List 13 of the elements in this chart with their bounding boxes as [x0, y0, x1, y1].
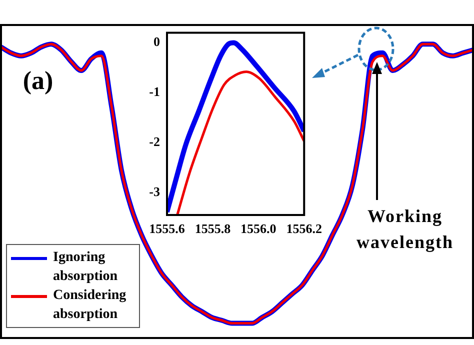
legend-label: Ignoring absorption: [53, 249, 119, 286]
y-tick-label: -2: [149, 134, 160, 149]
legend-label: Considering absorption: [53, 287, 128, 324]
x-tick-label: 1555.8: [194, 221, 232, 236]
y-tick-label: 0: [154, 34, 160, 50]
annotation: (a): [22, 65, 54, 97]
x-tick-label: 1556.2: [286, 221, 322, 236]
y-tick-label: -1: [149, 84, 160, 100]
x-tick-label: 1555.6: [149, 221, 186, 236]
y-tick-label: -3: [149, 184, 160, 199]
x-tick-label: 1556.0: [240, 221, 276, 236]
line-series: [176, 70, 304, 215]
annotation: Working wavelength: [356, 205, 454, 254]
